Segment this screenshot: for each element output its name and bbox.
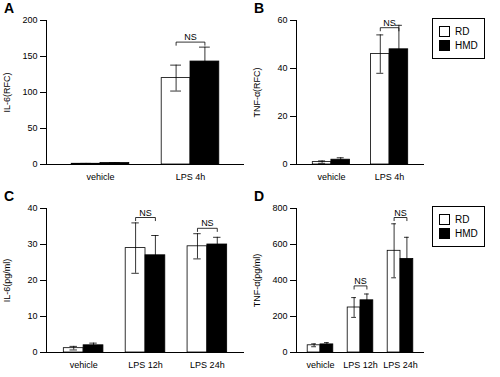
svg-text:NS: NS <box>354 276 367 286</box>
svg-text:LPS 4h: LPS 4h <box>176 172 206 182</box>
svg-text:30: 30 <box>27 239 37 249</box>
svg-text:IL-6(RFC): IL-6(RFC) <box>2 72 12 112</box>
svg-text:20: 20 <box>277 111 287 121</box>
svg-text:0: 0 <box>32 347 37 357</box>
svg-text:IL-6(pg/ml): IL-6(pg/ml) <box>2 259 12 303</box>
svg-text:NS: NS <box>184 32 197 42</box>
svg-text:vehicle: vehicle <box>86 172 114 182</box>
svg-text:150: 150 <box>22 51 37 61</box>
svg-text:600: 600 <box>272 239 287 249</box>
svg-text:TNF-α(pg/ml): TNF-α(pg/ml) <box>252 254 262 308</box>
svg-text:0: 0 <box>282 159 287 169</box>
svg-text:LPS 24h: LPS 24h <box>383 360 418 370</box>
svg-text:40: 40 <box>277 63 287 73</box>
svg-text:TNF-α(RFC): TNF-α(RFC) <box>252 67 262 117</box>
svg-text:vehicle: vehicle <box>306 360 334 370</box>
svg-text:NS: NS <box>394 208 407 218</box>
svg-text:200: 200 <box>22 15 37 25</box>
html-text:B: B <box>254 0 265 16</box>
svg-text:400: 400 <box>272 275 287 285</box>
svg-text:60: 60 <box>277 15 287 25</box>
svg-text:LPS 12h: LPS 12h <box>343 360 378 370</box>
svg-text:NS: NS <box>139 208 152 218</box>
svg-text:200: 200 <box>272 311 287 321</box>
svg-text:10: 10 <box>27 311 37 321</box>
svg-text:50: 50 <box>27 123 37 133</box>
svg-text:20: 20 <box>27 275 37 285</box>
svg-text:0: 0 <box>32 159 37 169</box>
html-text:C: C <box>4 188 15 204</box>
svg-text:LPS 4h: LPS 4h <box>375 172 405 182</box>
svg-text:LPS 24h: LPS 24h <box>190 360 225 370</box>
svg-text:100: 100 <box>22 87 37 97</box>
svg-text:LPS 12h: LPS 12h <box>128 360 163 370</box>
html-text:RD: RD <box>455 26 470 37</box>
svg-text:0: 0 <box>282 347 287 357</box>
html-text:D: D <box>254 188 265 204</box>
svg-text:NS: NS <box>201 218 214 228</box>
html-text:HMD: HMD <box>455 40 478 51</box>
svg-text:vehicle: vehicle <box>317 172 345 182</box>
svg-text:NS: NS <box>383 18 396 28</box>
svg-text:vehicle: vehicle <box>70 360 98 370</box>
svg-text:40: 40 <box>27 203 37 213</box>
html-text:HMD: HMD <box>455 228 478 239</box>
svg-text:800: 800 <box>272 203 287 213</box>
html-text:RD: RD <box>455 214 470 225</box>
html-text:A: A <box>4 0 15 16</box>
